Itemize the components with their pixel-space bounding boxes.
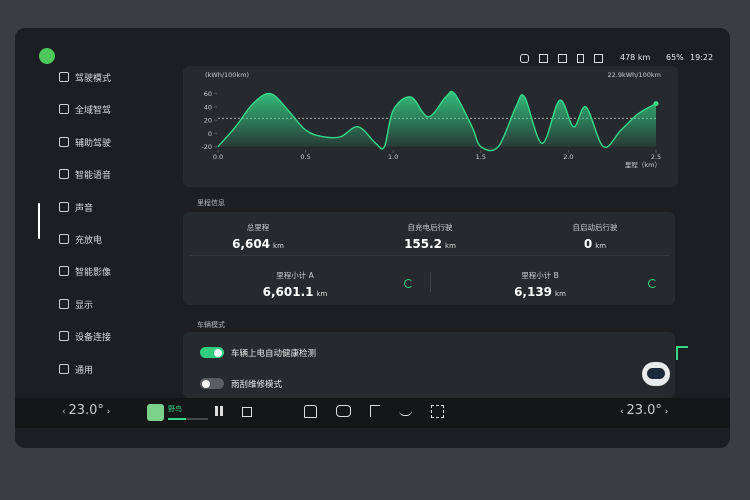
menu-icon: [59, 363, 69, 374]
y-tick-label: 40: [204, 103, 212, 111]
menu-item[interactable]: 通用: [75, 365, 94, 376]
range: 478 km: [620, 53, 651, 62]
media-title[interactable]: 野鸟: [168, 405, 182, 413]
menu-icon: [59, 72, 69, 82]
mileage-card: [183, 212, 675, 305]
bottom-bar: [15, 398, 730, 428]
toggle[interactable]: [200, 378, 224, 389]
x-tick-label: 2.5: [651, 153, 661, 161]
menu-item[interactable]: 全域智驾: [75, 106, 112, 117]
stat-label: 里程小计 A: [276, 271, 314, 280]
battery: 65%: [666, 53, 684, 62]
stat-label: 自充电后行驶: [407, 223, 453, 232]
stat-number: 6,604: [232, 237, 271, 251]
stat-unit: km: [555, 290, 566, 298]
menu-icon: [59, 266, 69, 277]
menu-icon: [59, 201, 69, 212]
stat-value: 6,139 km: [480, 281, 600, 300]
stat-unit: km: [595, 242, 607, 250]
mode-label: 车辆上电自动健康检测: [231, 349, 317, 359]
assistant-robot[interactable]: [642, 362, 670, 386]
divider: [190, 255, 670, 256]
toggle[interactable]: [200, 347, 224, 358]
section-title: 车辆模式: [197, 321, 225, 329]
chart: (kWh/100km) 22.9kWh/100km 里程（km） 60 40 20 0…: [201, 71, 661, 169]
album-art[interactable]: [147, 404, 164, 421]
temp-value: 23.0°: [626, 403, 662, 418]
volume-button[interactable]: [242, 407, 252, 417]
stat-value: 6,604 km: [198, 233, 318, 252]
menu-icon: [59, 298, 69, 309]
active-indicator: [38, 203, 40, 239]
y-tick-label: 20: [204, 117, 212, 125]
area: [218, 91, 656, 151]
menu-item[interactable]: 声音: [75, 203, 94, 214]
x-tick-label: 0.5: [300, 153, 310, 161]
x-axis-label: 里程（km）: [625, 160, 661, 169]
stat-number: 155.2: [404, 237, 443, 251]
x-tick-label: 2.0: [563, 153, 573, 161]
divider: [430, 272, 431, 292]
status-icons: [520, 54, 610, 63]
menu-item[interactable]: 驾驶模式: [75, 74, 112, 84]
stat-label: 里程小计 B: [521, 271, 559, 280]
stat-number: 0: [583, 237, 593, 251]
stat-label: 总里程: [246, 223, 270, 232]
end-point: [653, 101, 659, 107]
progress: [168, 418, 208, 420]
stat-unit: km: [445, 242, 456, 250]
reset-a[interactable]: [404, 279, 413, 288]
menu-item[interactable]: 智能影像: [75, 268, 112, 279]
menu-icon: [59, 104, 69, 115]
section-title: 里程信息: [197, 199, 225, 207]
x-tick-label: 0.0: [213, 153, 223, 161]
y-tick-label: 60: [204, 90, 212, 98]
stat-value: 6,601.1 km: [235, 281, 355, 300]
mode-label: 雨刮维修模式: [231, 380, 283, 390]
temp-value: 23.0°: [68, 403, 104, 418]
vehicle-mode-card: [183, 332, 675, 398]
y-tick-label: 0: [208, 130, 212, 138]
menu-icon: [59, 234, 69, 244]
stat-number: 6,139: [514, 285, 553, 299]
stat-unit: km: [316, 290, 328, 298]
reset-b[interactable]: [648, 279, 657, 288]
menu-item[interactable]: 辅助驾驶: [75, 138, 112, 149]
pause-button[interactable]: [215, 406, 218, 416]
stat-label: 自启动后行驶: [572, 223, 618, 232]
x-tick-label: 1.0: [388, 153, 398, 161]
time: 19:22: [690, 53, 714, 62]
x-tick-label: 1.5: [476, 153, 486, 161]
logo: [39, 48, 55, 64]
menu-icon: [59, 331, 69, 342]
dock: [304, 405, 444, 418]
menu-item[interactable]: 设备连接: [75, 333, 112, 344]
temp-right[interactable]: ‹ 23.0° ›: [620, 403, 669, 418]
menu-icon: [59, 169, 69, 180]
y-axis-label: (kWh/100km): [205, 71, 249, 79]
stat-unit: km: [273, 242, 284, 250]
menu-item[interactable]: 充放电: [75, 236, 103, 246]
average-label: 22.9kWh/100km: [608, 71, 661, 79]
stat-value: 155.2 km: [370, 233, 490, 252]
music-note: [676, 346, 688, 360]
line: [217, 90, 657, 152]
stat-value: 0 km: [535, 233, 655, 252]
menu-icon: [59, 136, 69, 147]
temp-left[interactable]: ‹ 23.0° ›: [62, 403, 111, 418]
menu-item[interactable]: 智能语音: [75, 171, 112, 182]
y-tick-label: -20: [201, 143, 212, 151]
chart-card: (kWh/100km) 22.9kWh/100km 里程（km） 60 40 20 0…: [183, 66, 678, 187]
menu-item[interactable]: 显示: [75, 300, 94, 311]
stat-number: 6,601.1: [262, 285, 314, 299]
